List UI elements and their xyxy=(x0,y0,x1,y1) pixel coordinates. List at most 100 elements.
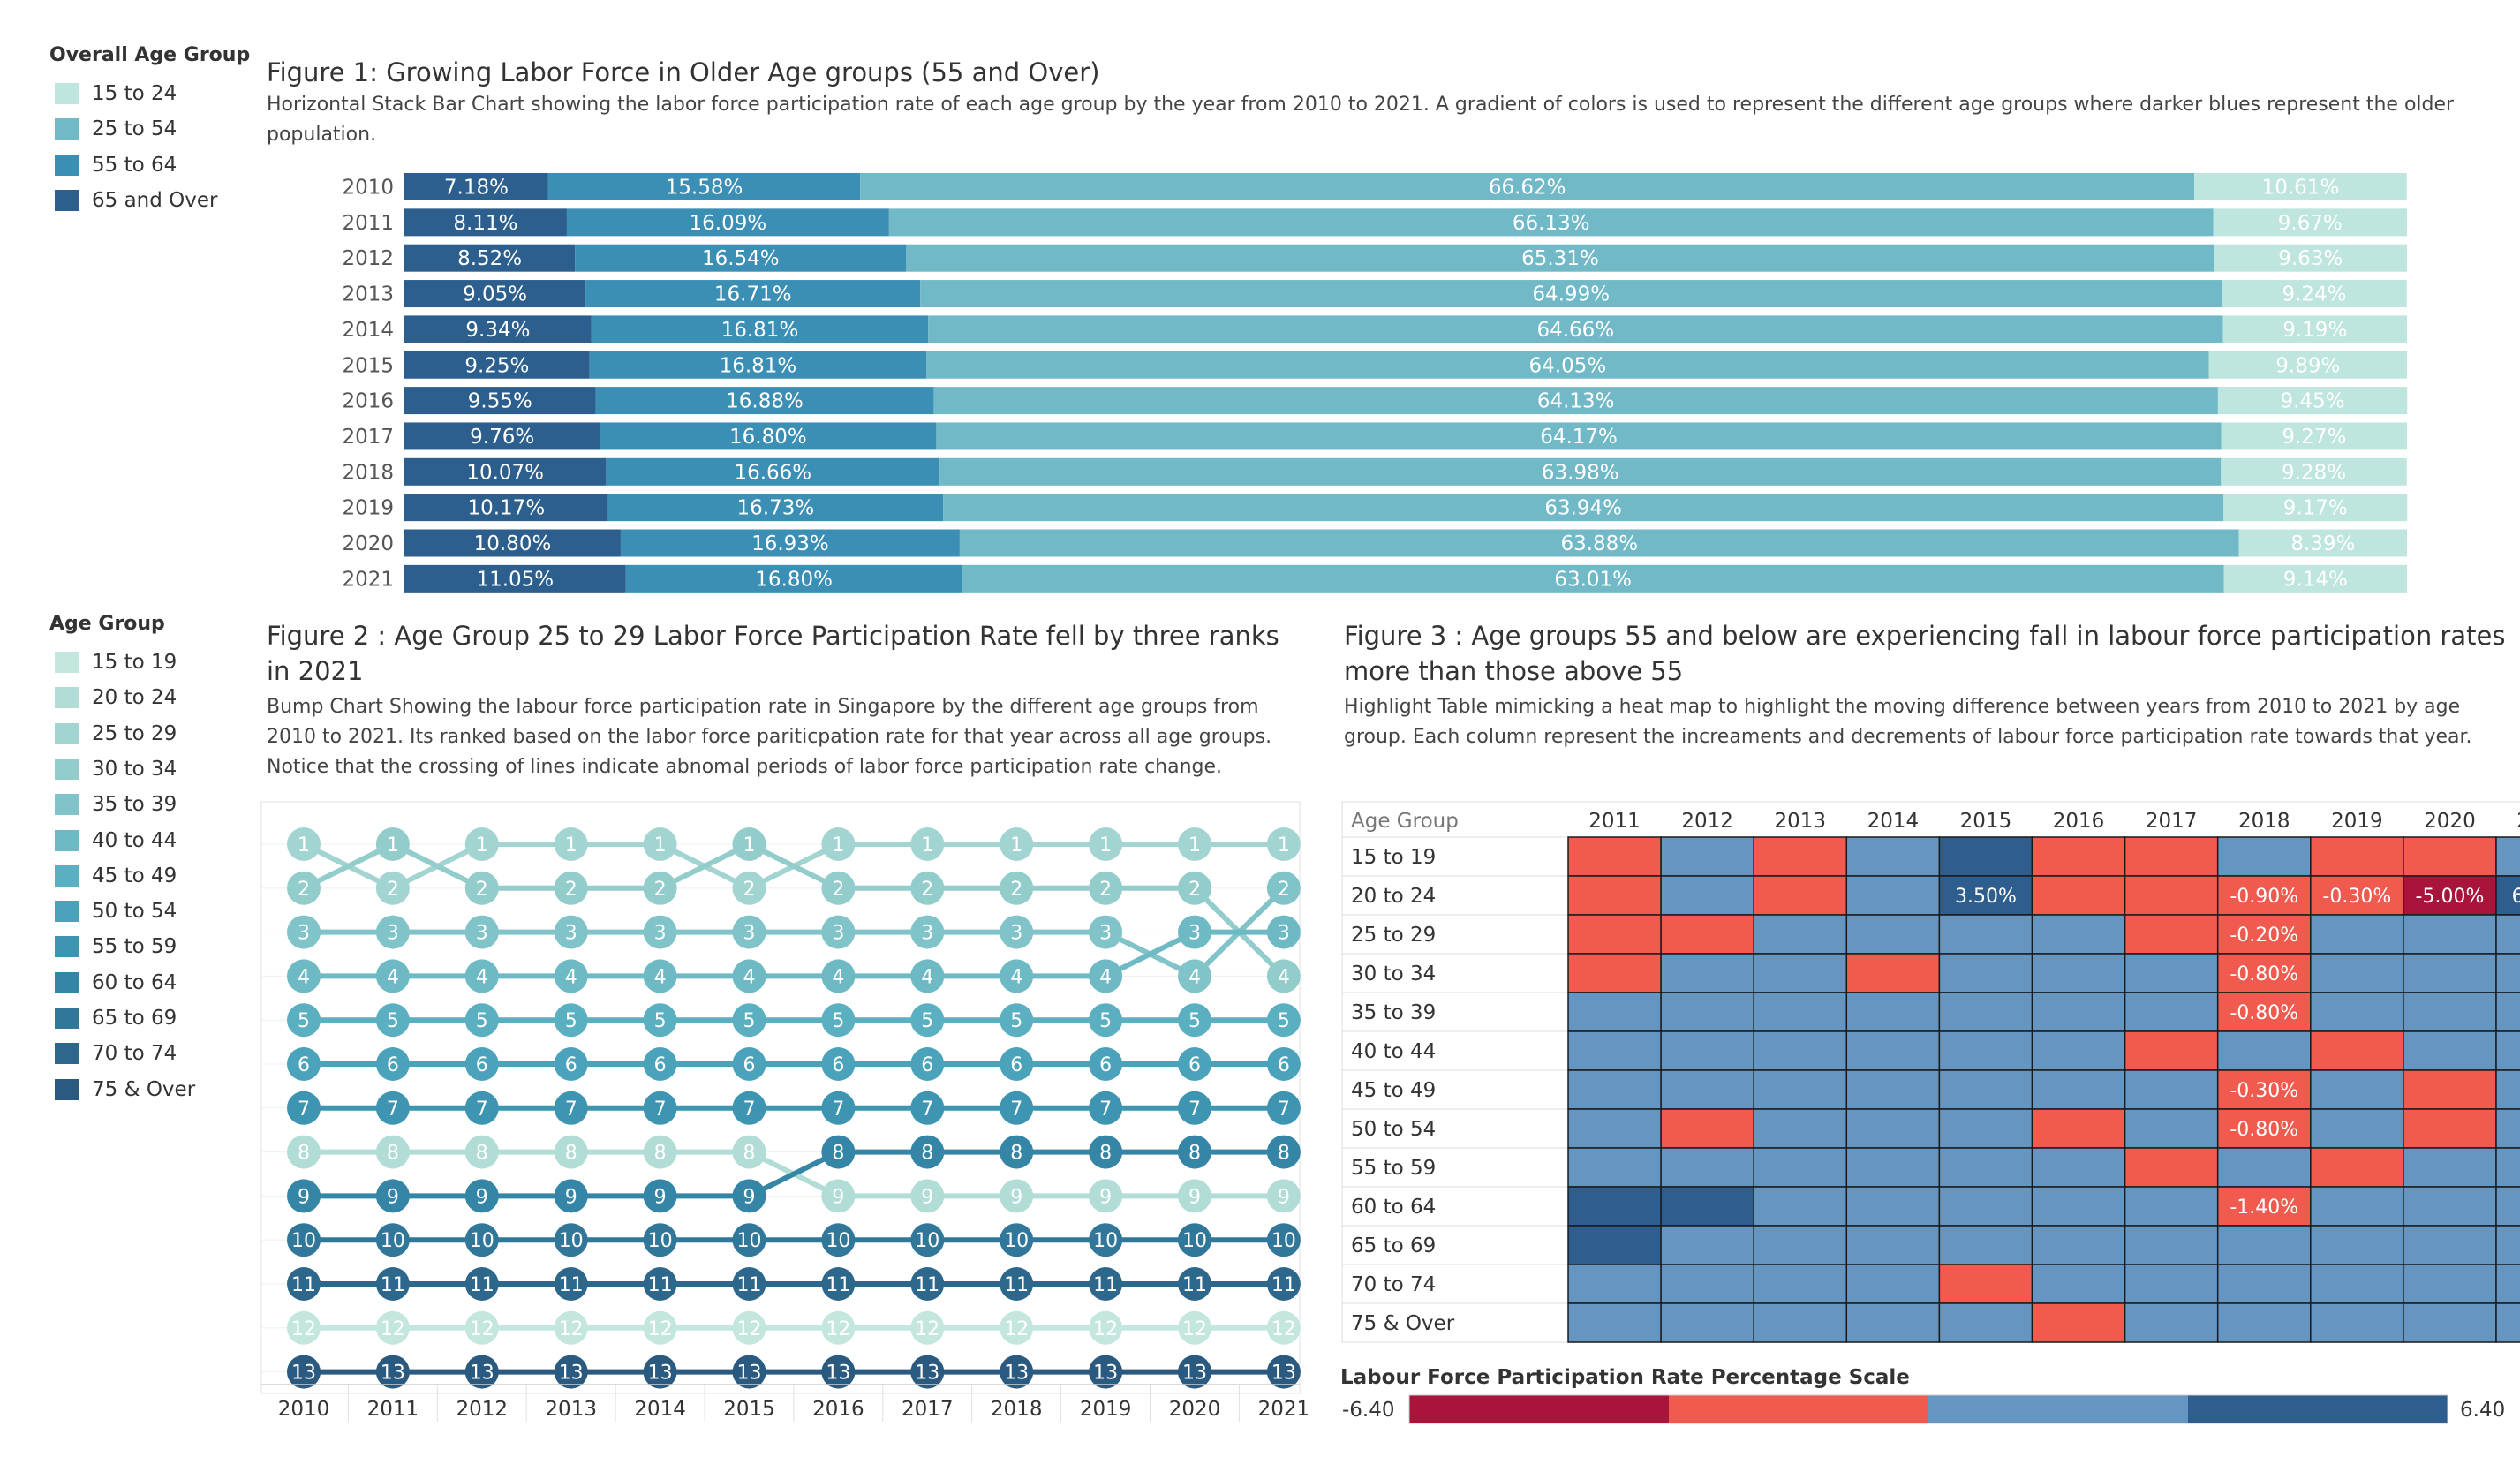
rank-marker[interactable] xyxy=(821,1091,856,1125)
rank-marker[interactable] xyxy=(910,915,945,949)
rank-marker[interactable] xyxy=(1000,1355,1034,1389)
legend-item[interactable]: 65 to 69 xyxy=(55,1002,177,1034)
bar-segment[interactable] xyxy=(575,244,907,272)
heatmap-cell[interactable] xyxy=(2031,1108,2126,1149)
heatmap-cell[interactable] xyxy=(1938,1069,2033,1110)
heatmap-cell[interactable] xyxy=(2403,1186,2497,1227)
rank-marker[interactable] xyxy=(1089,959,1123,993)
bar-segment[interactable] xyxy=(600,422,937,450)
rank-marker[interactable] xyxy=(910,1091,945,1125)
rank-marker[interactable] xyxy=(1178,959,1211,993)
heatmap-cell[interactable] xyxy=(1938,836,2033,877)
heatmap-cell[interactable] xyxy=(1753,1030,1848,1071)
heatmap-cell[interactable] xyxy=(2216,1030,2312,1071)
rank-marker[interactable] xyxy=(287,1267,321,1301)
rank-marker[interactable] xyxy=(554,1047,588,1081)
bar-segment[interactable] xyxy=(920,280,2222,308)
bar-segment[interactable] xyxy=(404,457,607,486)
heatmap-cell[interactable] xyxy=(2495,1302,2520,1343)
rank-marker[interactable] xyxy=(464,1135,499,1169)
heatmap-cell[interactable] xyxy=(2216,1302,2312,1343)
heatmap-cell[interactable] xyxy=(1753,1147,1848,1188)
rank-marker[interactable] xyxy=(464,1047,499,1081)
heatmap-cell[interactable] xyxy=(1753,1302,1848,1343)
heatmap-cell[interactable] xyxy=(2495,1108,2520,1149)
heatmap-cell[interactable] xyxy=(2310,1225,2404,1265)
heatmap-cell[interactable] xyxy=(2216,1108,2312,1149)
rank-marker[interactable] xyxy=(375,915,410,949)
bar-segment[interactable] xyxy=(933,387,2218,415)
rank-marker[interactable] xyxy=(643,1223,677,1257)
bar-segment[interactable] xyxy=(606,457,940,486)
rank-marker[interactable] xyxy=(821,1267,856,1301)
heatmap-cell[interactable] xyxy=(1845,1069,1941,1110)
rank-marker[interactable] xyxy=(1089,915,1123,949)
legend-item[interactable]: 25 to 54 xyxy=(55,113,177,145)
heatmap-cell[interactable] xyxy=(2216,914,2312,955)
rank-marker[interactable] xyxy=(643,1179,677,1213)
rank-marker[interactable] xyxy=(1089,871,1123,905)
bar-segment[interactable] xyxy=(2223,494,2408,522)
bar-segment[interactable] xyxy=(595,387,934,415)
rank-marker[interactable] xyxy=(554,871,588,905)
bar-segment[interactable] xyxy=(404,387,596,415)
heatmap-cell[interactable] xyxy=(1567,1030,1662,1071)
bar-segment[interactable] xyxy=(404,173,548,200)
bar-segment[interactable] xyxy=(2217,387,2408,415)
heatmap-cell[interactable] xyxy=(1938,1030,2033,1071)
heatmap-cell[interactable] xyxy=(2403,1225,2497,1265)
rank-marker[interactable] xyxy=(554,1355,588,1389)
rank-marker[interactable] xyxy=(821,871,856,905)
heatmap-cell[interactable] xyxy=(2403,914,2497,955)
heatmap-cell[interactable] xyxy=(1660,1264,1754,1304)
bar-segment[interactable] xyxy=(591,315,929,343)
heatmap-cell[interactable] xyxy=(2031,1069,2126,1110)
heatmap-cell[interactable] xyxy=(2310,836,2404,877)
legend-item[interactable]: 65 and Over xyxy=(55,185,217,216)
bar-segment[interactable] xyxy=(625,564,962,593)
heatmap-cell[interactable] xyxy=(1567,914,1662,955)
heatmap-cell[interactable] xyxy=(2031,953,2126,993)
rank-marker[interactable] xyxy=(821,915,856,949)
heatmap-cell[interactable] xyxy=(1938,1186,2033,1227)
heatmap-cell[interactable] xyxy=(1660,875,1754,916)
heatmap-cell[interactable] xyxy=(1567,1225,1662,1265)
heatmap-cell[interactable] xyxy=(2310,1186,2404,1227)
heatmap-cell[interactable] xyxy=(1660,1225,1754,1265)
rank-marker[interactable] xyxy=(1178,1179,1211,1213)
legend-item[interactable]: 75 & Over xyxy=(55,1074,195,1106)
rank-marker[interactable] xyxy=(287,871,321,905)
rank-marker[interactable] xyxy=(1266,1355,1301,1389)
rank-marker[interactable] xyxy=(821,1003,856,1038)
rank-marker[interactable] xyxy=(1178,1091,1211,1125)
heatmap-cell[interactable] xyxy=(1567,953,1662,993)
heatmap-cell[interactable] xyxy=(1845,875,1941,916)
rank-marker[interactable] xyxy=(1000,827,1034,861)
legend-item[interactable]: 35 to 39 xyxy=(55,789,177,820)
heatmap-cell[interactable] xyxy=(2495,992,2520,1032)
heatmap-cell[interactable] xyxy=(1845,1302,1941,1343)
heatmap-cell[interactable] xyxy=(1660,1069,1754,1110)
rank-marker[interactable] xyxy=(1000,1310,1034,1345)
heatmap-cell[interactable] xyxy=(1567,1302,1662,1343)
heatmap-cell[interactable] xyxy=(2310,992,2404,1032)
rank-marker[interactable] xyxy=(732,1091,766,1125)
bar-segment[interactable] xyxy=(2208,351,2407,379)
rank-marker[interactable] xyxy=(1089,1267,1123,1301)
heatmap-cell[interactable] xyxy=(2124,875,2219,916)
heatmap-cell[interactable] xyxy=(2310,1264,2404,1304)
rank-marker[interactable] xyxy=(1000,1223,1034,1257)
heatmap-cell[interactable] xyxy=(1567,1069,1662,1110)
rank-marker[interactable] xyxy=(554,1267,588,1301)
heatmap-cell[interactable] xyxy=(2216,1225,2312,1265)
rank-marker[interactable] xyxy=(732,959,766,993)
heatmap-cell[interactable] xyxy=(1660,953,1754,993)
heatmap-cell[interactable] xyxy=(1660,1030,1754,1071)
heatmap-cell[interactable] xyxy=(2403,992,2497,1032)
bar-segment[interactable] xyxy=(888,208,2214,237)
bar-segment[interactable] xyxy=(928,315,2223,343)
heatmap-cell[interactable] xyxy=(2310,953,2404,993)
heatmap-cell[interactable] xyxy=(1938,953,2033,993)
rank-marker[interactable] xyxy=(464,1267,499,1301)
rank-marker[interactable] xyxy=(1089,1223,1123,1257)
